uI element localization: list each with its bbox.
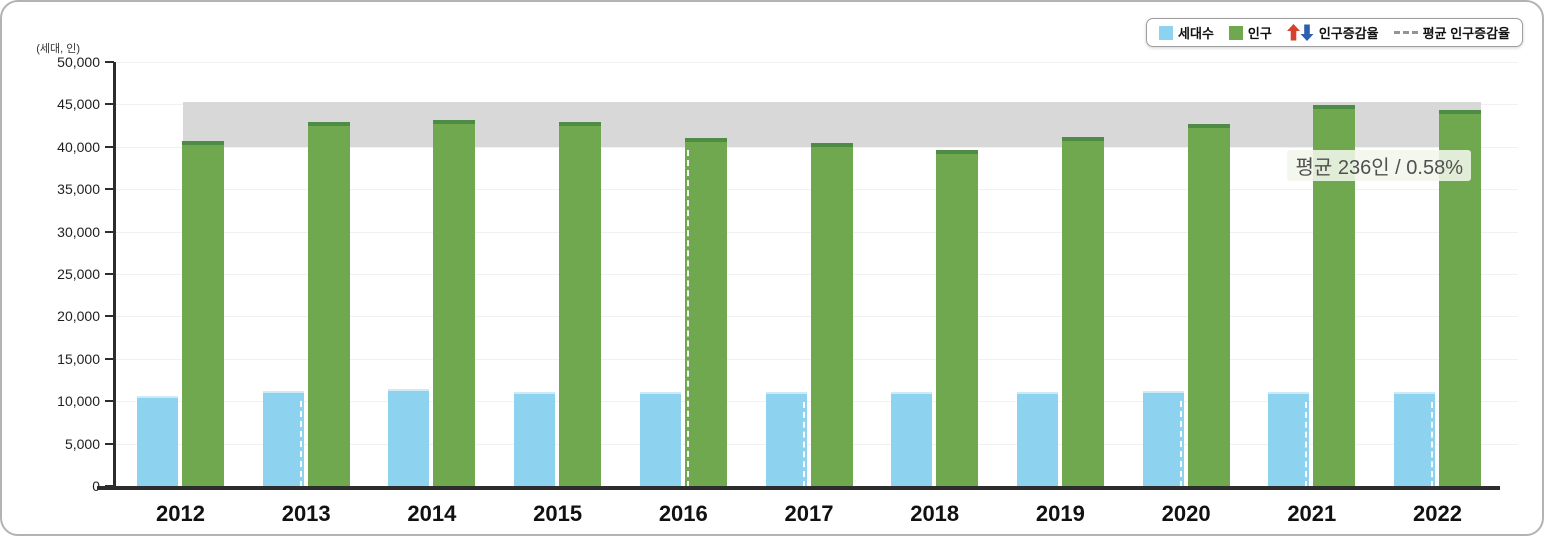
white-dash-marker: [1305, 401, 1308, 487]
year-label-2017: 2017: [784, 501, 834, 526]
y-tick: [105, 61, 114, 63]
legend-label-avg-change-rate: 평균 인구증감율: [1422, 26, 1510, 41]
bar-population-2017[interactable]: [810, 143, 853, 489]
bar-population-2015[interactable]: [559, 122, 602, 489]
avg-annotation: 평균 236인 / 0.58%: [1287, 150, 1471, 181]
y-tick-label: 15,000: [57, 350, 100, 367]
y-tick-label: 45,000: [57, 96, 100, 113]
year-label-2021: 2021: [1287, 501, 1337, 526]
x-axis: [97, 486, 1500, 490]
bar-households-2021[interactable]: [1268, 391, 1310, 489]
legend-label-households: 세대수: [1178, 26, 1214, 41]
bar-households-2020[interactable]: [1142, 391, 1184, 489]
legend-item-avg-change-rate[interactable]: 평균 인구증감율: [1393, 23, 1510, 42]
bar-households-2018[interactable]: [891, 391, 933, 489]
white-dash-marker: [1179, 401, 1182, 487]
white-dash-marker: [1431, 401, 1433, 487]
year-label-2012: 2012: [156, 501, 205, 526]
legend-label-population: 인구: [1247, 26, 1272, 41]
y-tick: [105, 273, 114, 275]
y-tick: [105, 188, 114, 191]
y-tick-label: 25,000: [57, 266, 100, 282]
legend-item-households[interactable]: 세대수: [1159, 23, 1214, 42]
y-tick-label: 40,000: [57, 138, 100, 155]
y-tick-label: 0: [20, 478, 100, 494]
bar-population-2016[interactable]: [684, 138, 727, 489]
bar-households-2015[interactable]: [514, 391, 556, 489]
y-axis: [113, 62, 116, 490]
y-tick-label: 5,000: [64, 435, 100, 452]
households-swatch-icon: [1159, 25, 1174, 40]
y-tick-label: 50,000: [57, 54, 100, 70]
y-tick-label: 35,000: [57, 181, 100, 198]
year-label-2014: 2014: [407, 501, 457, 526]
bar-population-2012[interactable]: [182, 140, 224, 489]
unit-label: (세대, 인): [36, 43, 80, 55]
y-tick: [105, 400, 114, 403]
bar-households-2012[interactable]: [137, 396, 178, 489]
year-label-2019: 2019: [1035, 501, 1085, 526]
white-dash-marker: [299, 401, 302, 487]
y-tick: [105, 442, 114, 445]
y-tick: [105, 315, 114, 318]
bar-population-2019[interactable]: [1061, 136, 1104, 489]
y-tick-label: 30,000: [57, 223, 100, 240]
avg-dash-icon: [1393, 31, 1418, 34]
year-label-2022: 2022: [1413, 501, 1462, 526]
bar-households-2017[interactable]: [765, 391, 807, 489]
legend: 세대수 인구 인구증감율 평균 인구증감율: [1146, 18, 1523, 47]
year-label-2018: 2018: [910, 501, 960, 526]
legend-item-population[interactable]: 인구: [1228, 23, 1272, 42]
legend-item-change-rate[interactable]: 인구증감율: [1286, 23, 1379, 42]
bar-households-2022[interactable]: [1394, 391, 1435, 489]
year-label-2016: 2016: [658, 501, 708, 526]
avg-band: [183, 101, 1481, 147]
bar-population-2013[interactable]: [307, 122, 350, 489]
year-label-2020: 2020: [1161, 501, 1211, 526]
population-swatch-icon: [1228, 25, 1243, 40]
year-label-2013: 2013: [281, 501, 331, 526]
up-down-arrows-icon: [1286, 24, 1314, 41]
bar-households-2014[interactable]: [388, 388, 430, 489]
white-dash-marker: [802, 401, 805, 487]
y-tick-label: 20,000: [57, 308, 100, 325]
bar-households-2019[interactable]: [1016, 391, 1058, 489]
y-tick-label: 10,000: [57, 393, 100, 410]
legend-label-change-rate: 인구증감율: [1318, 26, 1379, 41]
year-label-2015: 2015: [533, 501, 583, 526]
bar-households-2016[interactable]: [639, 391, 681, 489]
y-tick: [105, 103, 114, 106]
bar-population-2018[interactable]: [936, 150, 979, 489]
white-dash-marker: [686, 150, 689, 487]
bar-population-2020[interactable]: [1187, 123, 1230, 489]
y-tick: [105, 357, 114, 360]
bar-households-2013[interactable]: [262, 391, 304, 489]
gridline: [116, 62, 1518, 63]
y-tick: [105, 230, 114, 233]
bar-population-2014[interactable]: [433, 119, 476, 489]
y-tick: [105, 145, 114, 148]
